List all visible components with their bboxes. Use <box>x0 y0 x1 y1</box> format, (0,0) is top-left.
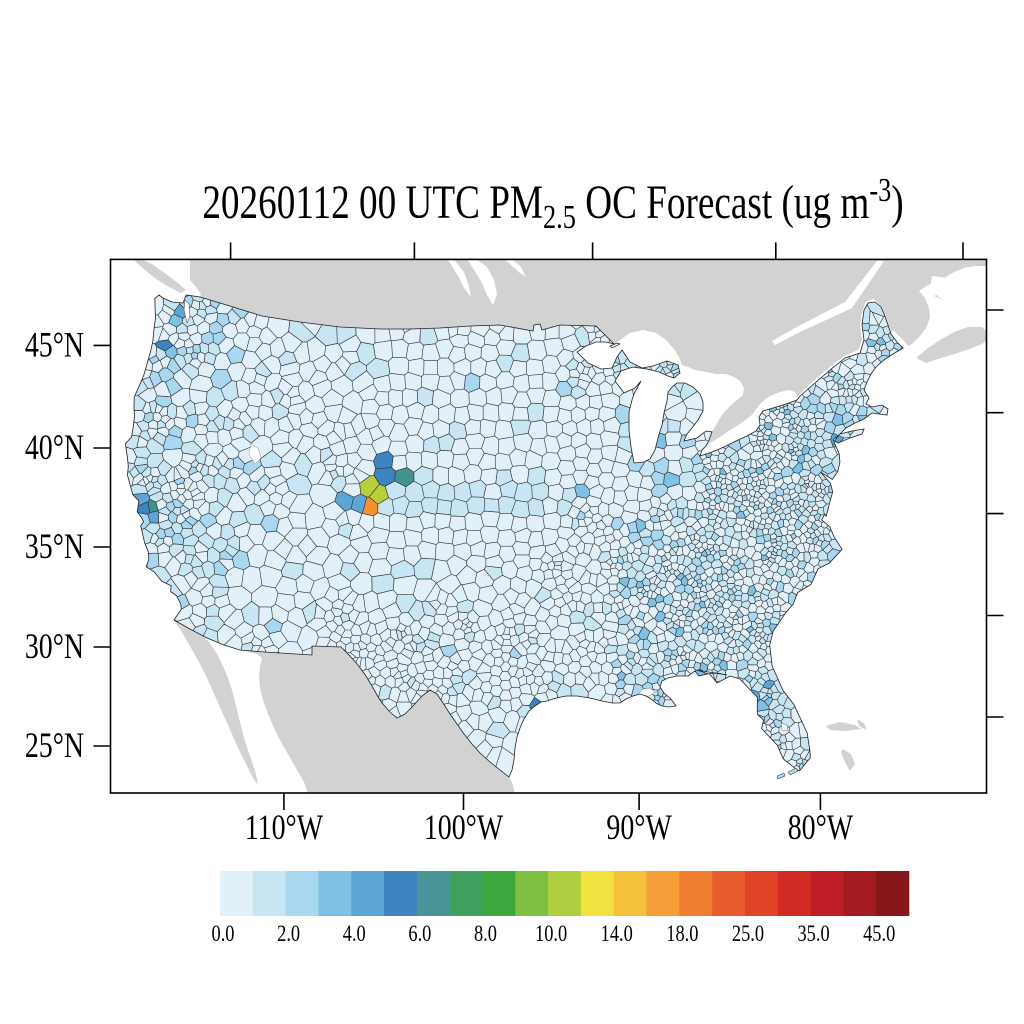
svg-text:6.0: 6.0 <box>408 920 431 947</box>
svg-text:2.0: 2.0 <box>277 920 300 947</box>
svg-text:40°N: 40°N <box>25 427 84 467</box>
svg-text:18.0: 18.0 <box>666 920 698 947</box>
svg-text:100°W: 100°W <box>424 807 504 847</box>
svg-text:14.0: 14.0 <box>601 920 633 947</box>
svg-text:25.0: 25.0 <box>732 920 764 947</box>
svg-text:90°W: 90°W <box>606 807 672 847</box>
svg-text:30°N: 30°N <box>25 626 84 666</box>
svg-text:80°W: 80°W <box>788 807 854 847</box>
svg-text:45°N: 45°N <box>25 324 84 364</box>
svg-text:0.0: 0.0 <box>212 920 235 947</box>
svg-text:35°N: 35°N <box>25 526 84 566</box>
svg-text:25°N: 25°N <box>25 725 84 765</box>
svg-text:35.0: 35.0 <box>797 920 829 947</box>
svg-text:8.0: 8.0 <box>474 920 497 947</box>
svg-text:45.0: 45.0 <box>863 920 895 947</box>
svg-text:110°W: 110°W <box>245 807 324 847</box>
svg-text:10.0: 10.0 <box>535 920 567 947</box>
svg-text:4.0: 4.0 <box>343 920 366 947</box>
